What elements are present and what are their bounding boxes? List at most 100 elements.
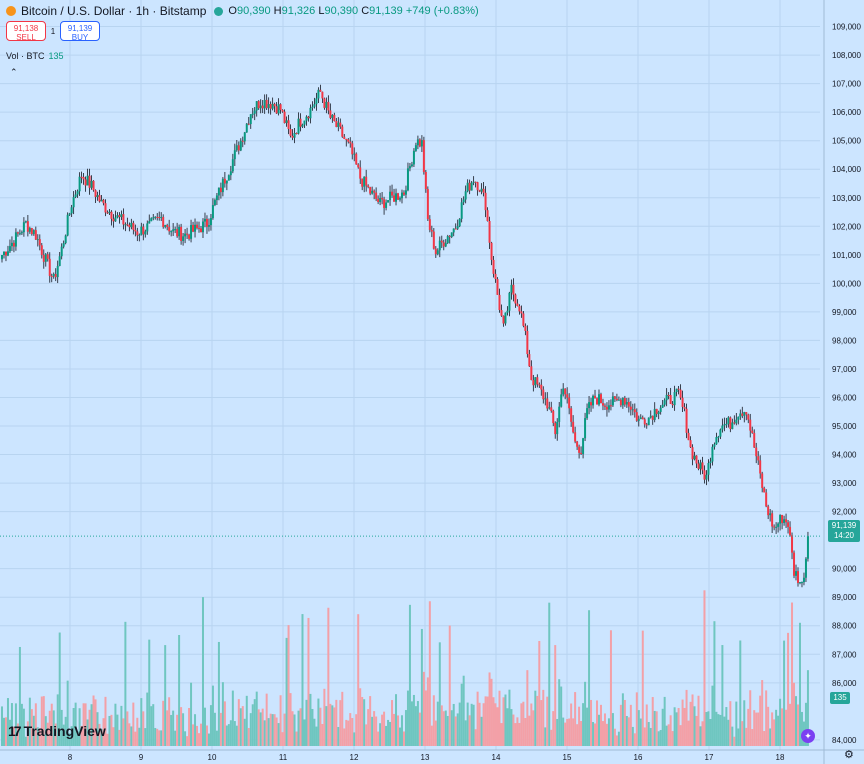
candle-body[interactable]: [645, 424, 648, 426]
candle-body[interactable]: [570, 408, 573, 422]
candle-body[interactable]: [542, 389, 545, 400]
candle-body[interactable]: [737, 416, 740, 420]
candle-body[interactable]: [540, 384, 543, 390]
candle-body[interactable]: [150, 218, 153, 222]
candle-body[interactable]: [267, 104, 270, 109]
candle-body[interactable]: [580, 452, 583, 454]
candle-body[interactable]: [763, 487, 766, 493]
candle-body[interactable]: [315, 98, 318, 105]
candle-body[interactable]: [671, 403, 674, 406]
candle-body[interactable]: [219, 187, 222, 193]
candle-body[interactable]: [733, 422, 736, 424]
candle-body[interactable]: [586, 408, 589, 419]
magic-wand-icon[interactable]: ✦: [801, 729, 815, 743]
candle-body[interactable]: [480, 188, 483, 192]
candle-body[interactable]: [114, 217, 117, 222]
candle-body[interactable]: [329, 110, 332, 118]
candle-body[interactable]: [781, 514, 784, 523]
candle-body[interactable]: [800, 582, 803, 584]
candle-body[interactable]: [757, 456, 760, 461]
candle-body[interactable]: [239, 140, 242, 151]
candle-body[interactable]: [739, 413, 742, 417]
candle-body[interactable]: [156, 216, 159, 218]
candle-body[interactable]: [209, 218, 212, 226]
candle-body[interactable]: [14, 232, 17, 247]
candle-body[interactable]: [40, 245, 43, 255]
candle-body[interactable]: [665, 394, 668, 401]
candle-body[interactable]: [287, 120, 290, 130]
candle-body[interactable]: [265, 99, 268, 109]
candle-body[interactable]: [293, 132, 296, 138]
candle-body[interactable]: [291, 135, 294, 138]
candle-body[interactable]: [98, 195, 101, 202]
candle-body[interactable]: [484, 192, 487, 211]
candle-body[interactable]: [233, 150, 236, 160]
candle-body[interactable]: [194, 224, 197, 232]
candle-body[interactable]: [494, 273, 497, 280]
candle-body[interactable]: [749, 419, 752, 431]
candle-body[interactable]: [389, 191, 392, 201]
candle-body[interactable]: [609, 405, 612, 407]
candle-body[interactable]: [556, 421, 559, 435]
candle-body[interactable]: [635, 412, 638, 421]
candle-body[interactable]: [554, 423, 557, 435]
candle-body[interactable]: [379, 198, 382, 202]
candle-body[interactable]: [132, 222, 135, 230]
candle-body[interactable]: [223, 178, 226, 184]
candle-body[interactable]: [2, 251, 5, 255]
buy-button[interactable]: 91,139 BUY: [60, 21, 100, 42]
candle-body[interactable]: [406, 168, 409, 191]
candle-body[interactable]: [70, 207, 73, 214]
candle-body[interactable]: [592, 395, 595, 406]
candle-body[interactable]: [470, 182, 473, 191]
candle-body[interactable]: [546, 398, 549, 409]
candle-body[interactable]: [68, 213, 71, 215]
candle-body[interactable]: [44, 254, 47, 262]
candle-body[interactable]: [430, 229, 433, 232]
candle-body[interactable]: [560, 394, 563, 407]
candle-body[interactable]: [50, 275, 53, 277]
candle-body[interactable]: [797, 571, 799, 583]
candle-body[interactable]: [146, 223, 149, 232]
candle-body[interactable]: [327, 101, 330, 111]
candle-body[interactable]: [659, 407, 662, 412]
candle-body[interactable]: [773, 526, 776, 528]
candle-body[interactable]: [76, 191, 79, 195]
candle-body[interactable]: [492, 259, 495, 274]
candle-body[interactable]: [56, 265, 59, 278]
candle-body[interactable]: [130, 222, 133, 228]
candle-body[interactable]: [536, 377, 539, 385]
candle-body[interactable]: [416, 139, 419, 146]
candle-body[interactable]: [6, 251, 9, 256]
candle-body[interactable]: [192, 224, 195, 232]
candle-body[interactable]: [601, 403, 604, 406]
candle-body[interactable]: [8, 246, 11, 252]
candle-body[interactable]: [102, 199, 105, 204]
candle-body[interactable]: [20, 232, 23, 234]
candle-body[interactable]: [30, 228, 33, 235]
candle-body[interactable]: [568, 397, 571, 409]
candle-body[interactable]: [251, 113, 254, 115]
candle-body[interactable]: [438, 240, 441, 251]
candle-body[interactable]: [508, 292, 511, 311]
candle-body[interactable]: [309, 107, 312, 119]
candle-body[interactable]: [804, 558, 807, 578]
candle-body[interactable]: [637, 419, 640, 421]
candle-body[interactable]: [661, 404, 664, 408]
candle-body[interactable]: [562, 388, 565, 395]
candle-body[interactable]: [681, 397, 684, 407]
candle-body[interactable]: [1, 254, 3, 260]
candle-body[interactable]: [148, 221, 151, 224]
candle-body[interactable]: [269, 104, 272, 109]
candle-body[interactable]: [444, 242, 447, 247]
candle-body[interactable]: [207, 225, 210, 227]
candle-body[interactable]: [176, 229, 179, 237]
candle-body[interactable]: [420, 140, 423, 147]
candle-body[interactable]: [36, 239, 39, 241]
candle-body[interactable]: [299, 118, 302, 127]
candle-body[interactable]: [504, 312, 507, 324]
candle-body[interactable]: [721, 425, 724, 430]
candle-body[interactable]: [693, 455, 696, 460]
candle-body[interactable]: [691, 447, 694, 460]
candle-body[interactable]: [377, 198, 380, 202]
